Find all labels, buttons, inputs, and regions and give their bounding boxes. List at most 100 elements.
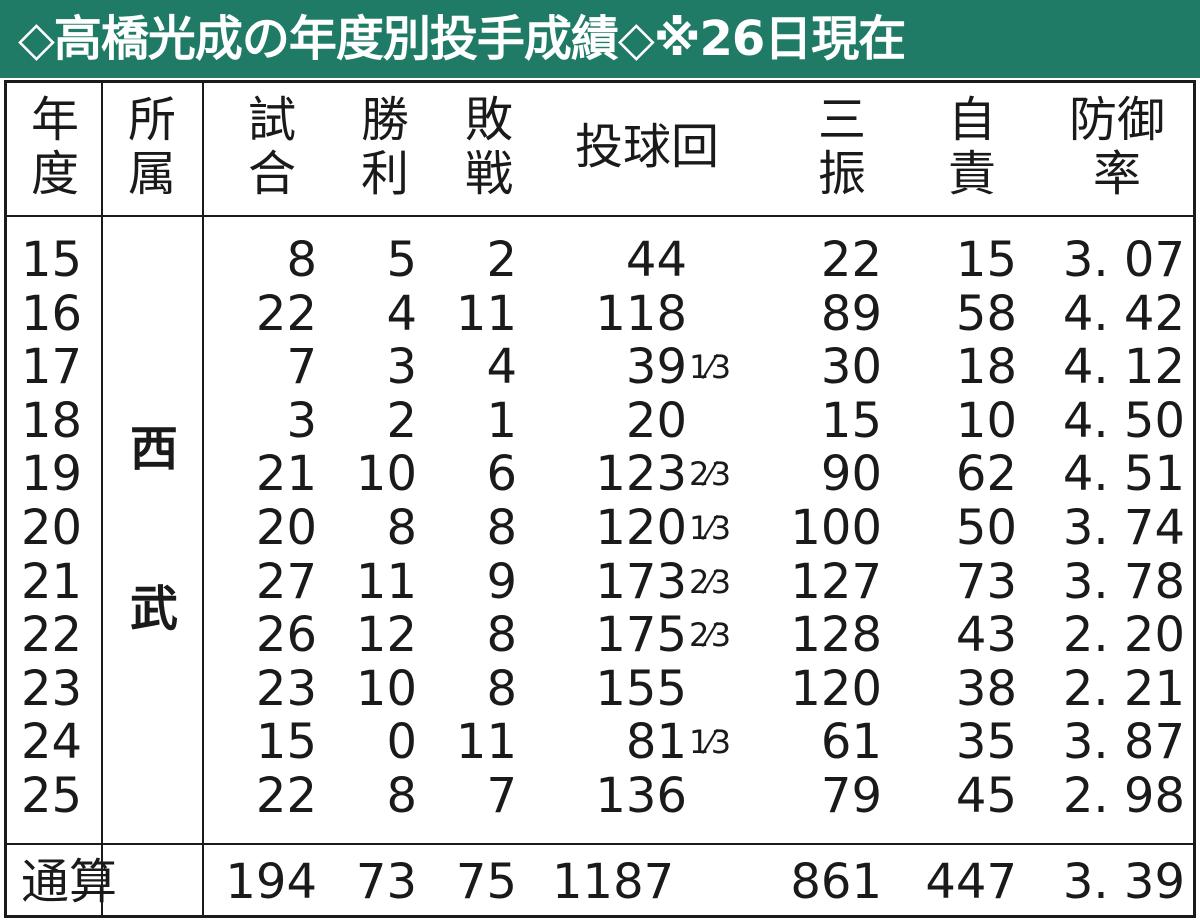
cell-earned-runs: 38 [955,660,1017,717]
cell-losses: 7 [486,768,517,824]
cell-innings-fraction-wrap: 1⁄3 [689,715,759,774]
cell-strikeouts: 120 [790,660,882,717]
cell-innings: 155 [595,660,687,717]
cell-strikeouts: 30 [820,339,882,396]
cell-wins: 10 [355,660,417,717]
cell-year: 20 [21,500,83,556]
header-games: 試 合 [247,92,296,202]
cell-strikeouts: 15 [820,392,882,449]
cell-innings-fraction-wrap: 2⁄3 [689,447,759,506]
cell-losses: 8 [486,500,517,556]
cell-era: 3. 78 [1062,553,1185,610]
cell-innings-fraction: 1⁄3 [689,348,731,387]
cell-losses: 8 [486,607,517,664]
cell-innings-fraction-wrap: 1⁄3 [689,501,759,560]
cell-innings: 123 [595,446,687,503]
cell-innings-fraction-wrap: 1⁄3 [689,340,759,399]
cell-earned-runs: 15 [955,232,1017,288]
cell-era: 4. 51 [1062,446,1185,503]
cell-year: 19 [21,446,83,503]
total-strikeouts: 861 [790,854,882,910]
cell-year: 22 [21,607,83,664]
cell-strikeouts: 100 [790,500,882,556]
cell-era: 2. 20 [1062,607,1185,664]
cell-losses: 8 [486,660,517,717]
header-era: 防御 率 [1068,92,1165,202]
cell-games: 26 [255,607,317,664]
cell-era: 3. 07 [1062,232,1185,288]
divider-team-stats [202,83,204,915]
header-year: 年 度 [30,92,79,202]
cell-strikeouts: 127 [790,553,882,610]
cell-earned-runs: 50 [955,500,1017,556]
header-strikeouts: 三 振 [817,92,866,202]
cell-wins: 2 [386,392,417,449]
cell-earned-runs: 10 [955,392,1017,449]
cell-era: 4. 50 [1062,392,1185,449]
cell-innings-fraction: 1⁄3 [689,509,731,547]
total-games: 194 [225,854,317,910]
cell-era: 4. 12 [1062,339,1185,396]
cell-year: 16 [21,285,83,342]
cell-games: 23 [255,660,317,717]
cell-strikeouts: 22 [820,232,882,288]
total-label: 通算 [21,854,118,910]
cell-year: 21 [21,553,83,610]
cell-strikeouts: 61 [820,714,882,771]
total-innings: 1187 [552,854,675,910]
cell-wins: 12 [355,607,417,664]
header-team: 所 属 [127,92,176,202]
cell-games: 3 [286,392,317,449]
cell-earned-runs: 18 [955,339,1017,396]
cell-year: 15 [21,232,83,288]
cell-innings: 136 [595,768,687,824]
header-wins: 勝 利 [360,92,409,202]
cell-losses: 1 [486,392,517,449]
header-losses: 敗 戦 [464,92,513,202]
cell-wins: 0 [386,714,417,771]
cell-year: 18 [21,392,83,449]
cell-innings: 44 [625,232,687,288]
cell-games: 7 [286,339,317,396]
cell-innings-fraction-wrap: 2⁄3 [689,608,759,667]
cell-earned-runs: 45 [955,768,1017,824]
cell-games: 20 [255,500,317,556]
cell-wins: 3 [386,339,417,396]
cell-era: 2. 98 [1062,768,1185,824]
total-era: 3. 39 [1062,854,1185,910]
cell-games: 21 [255,446,317,503]
table-title: ◇高橋光成の年度別投手成績◇※26日現在 [0,0,1200,78]
cell-losses: 4 [486,339,517,396]
divider-total [7,843,1193,845]
cell-wins: 11 [355,553,417,610]
cell-earned-runs: 35 [955,714,1017,771]
cell-earned-runs: 43 [955,607,1017,664]
header-innings: 投球回 [574,119,719,175]
cell-games: 22 [255,768,317,824]
cell-strikeouts: 79 [820,768,882,824]
total-wins: 73 [355,854,417,910]
cell-innings-fraction: 2⁄3 [689,455,731,494]
cell-innings: 175 [595,607,687,664]
divider-year-team [101,83,103,915]
team-label-char-2: 武 [129,581,178,637]
cell-earned-runs: 62 [955,446,1017,503]
cell-era: 4. 42 [1062,285,1185,342]
cell-strikeouts: 90 [820,446,882,503]
cell-innings: 20 [625,392,687,449]
cell-era: 3. 87 [1062,714,1185,771]
cell-losses: 6 [486,446,517,503]
cell-games: 15 [255,714,317,771]
cell-year: 23 [21,660,83,717]
team-label-char-1: 西 [129,421,178,477]
cell-games: 27 [255,553,317,610]
cell-innings-fraction: 2⁄3 [689,616,731,655]
cell-innings-fraction: 1⁄3 [689,723,731,762]
cell-losses: 2 [486,232,517,288]
cell-wins: 8 [386,768,417,824]
cell-wins: 10 [355,446,417,503]
cell-innings: 173 [595,553,687,610]
cell-era: 3. 74 [1062,500,1185,556]
cell-innings: 39 [625,339,687,396]
total-earned-runs: 447 [925,854,1017,910]
